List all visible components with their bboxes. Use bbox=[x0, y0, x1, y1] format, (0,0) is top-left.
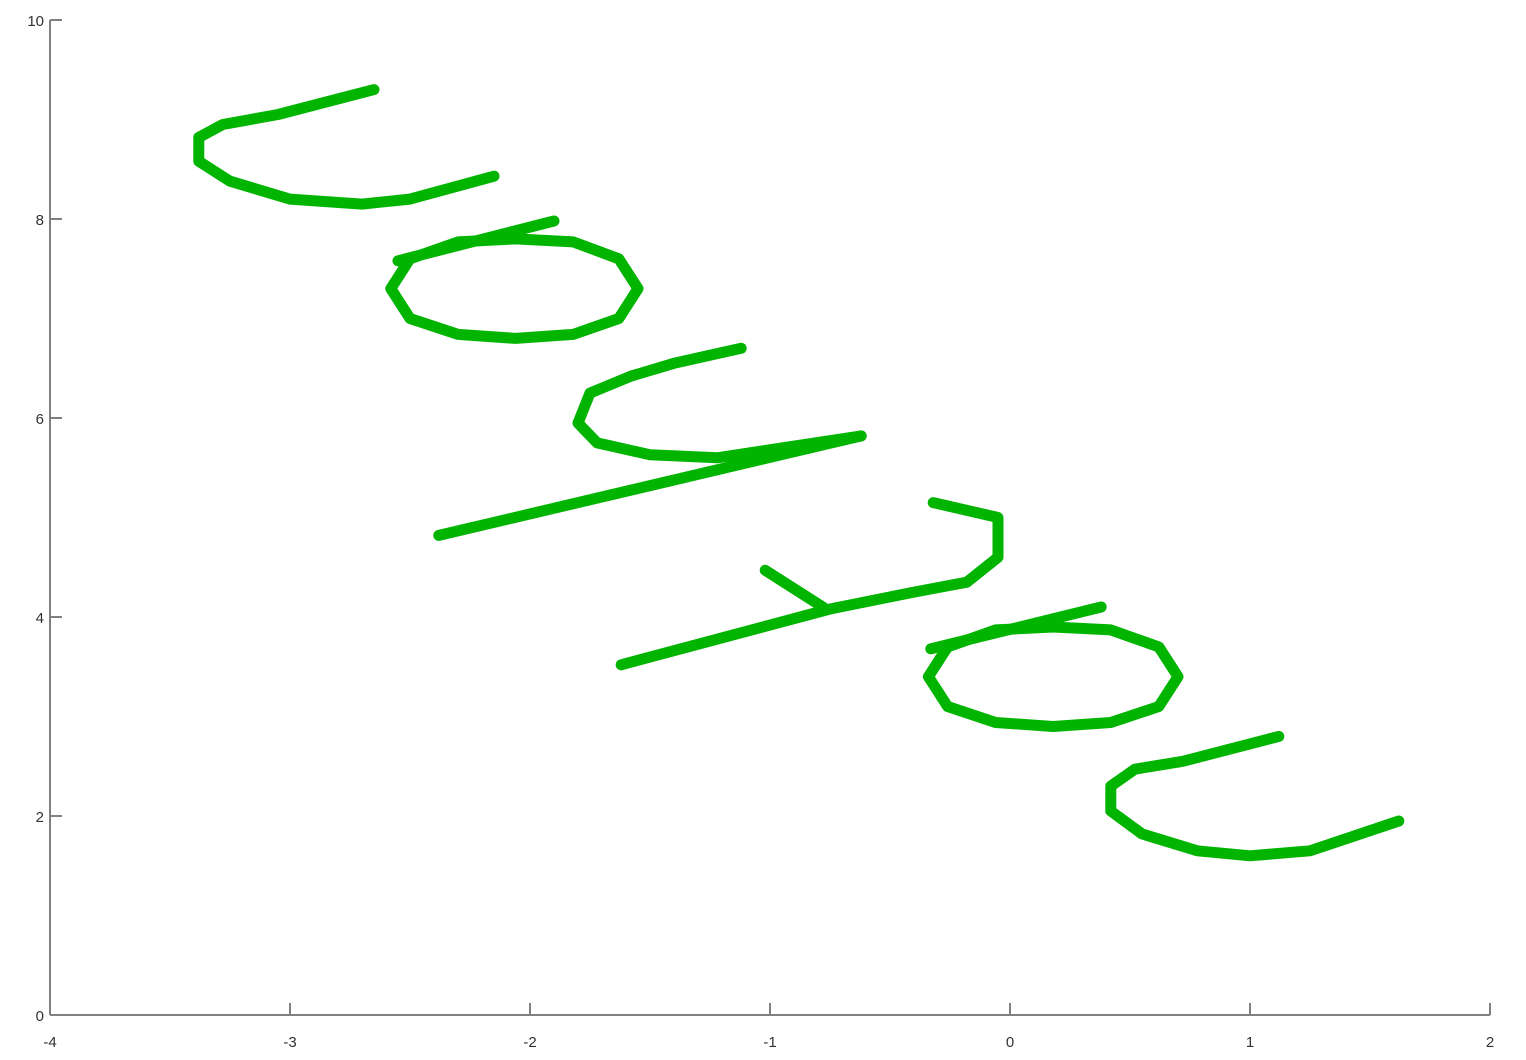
ticks: -4 -3 -2 -1 0 1 2 0 2 4 6 8 10 bbox=[27, 13, 1494, 1051]
x-tick-label: -4 bbox=[43, 1034, 56, 1051]
x-tick-label: -2 bbox=[523, 1034, 536, 1051]
series-line-5 bbox=[433, 430, 867, 541]
series-line-9 bbox=[922, 621, 1184, 732]
series-line-3 bbox=[385, 233, 644, 344]
series-line-1 bbox=[193, 84, 500, 210]
series-line-4 bbox=[572, 342, 867, 464]
y-tick-label: 2 bbox=[36, 809, 44, 826]
y-tick-label: 4 bbox=[36, 610, 44, 627]
y-tick-label: 10 bbox=[27, 13, 44, 30]
y-tick-label: 6 bbox=[36, 411, 44, 428]
y-tick-label: 0 bbox=[36, 1008, 44, 1025]
x-tick-label: 0 bbox=[1006, 1034, 1014, 1051]
x-tick-label: 1 bbox=[1246, 1034, 1254, 1051]
plot-area bbox=[193, 84, 1405, 862]
series-line-10 bbox=[1105, 730, 1405, 862]
x-tick-label: -1 bbox=[763, 1034, 776, 1051]
x-tick-label: -3 bbox=[283, 1034, 296, 1051]
series-line-7 bbox=[759, 564, 829, 613]
x-tick-label: 2 bbox=[1486, 1034, 1494, 1051]
series-line-6 bbox=[615, 497, 1004, 671]
y-tick-label: 8 bbox=[36, 212, 44, 229]
axes bbox=[49, 20, 1490, 1016]
